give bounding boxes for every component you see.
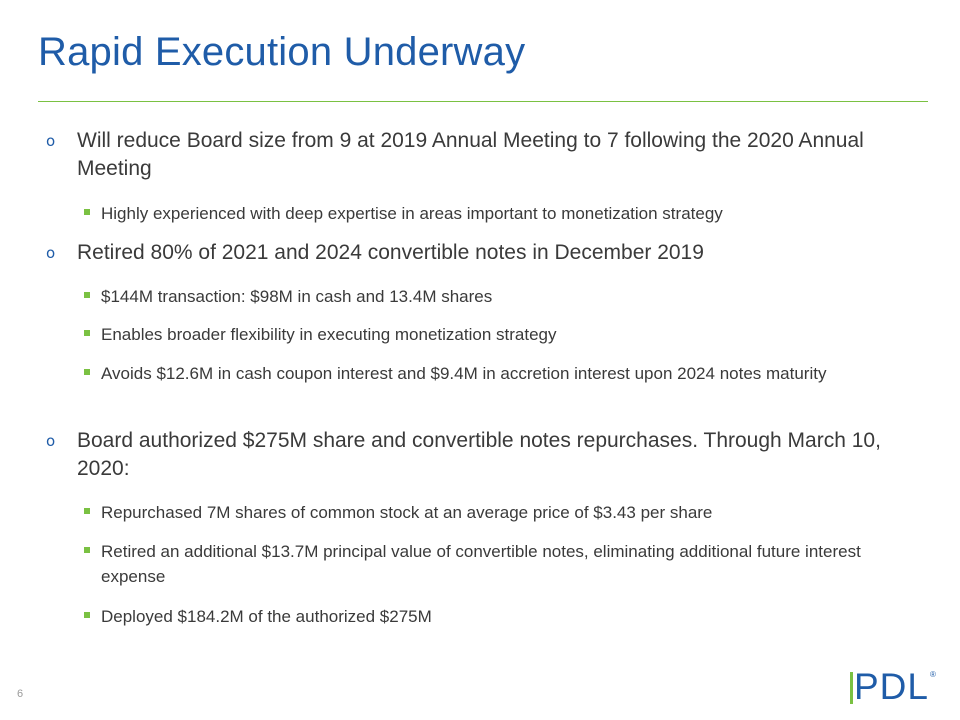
sub-bullet-text: Enables broader flexibility in executing… [101, 325, 557, 344]
registered-mark-icon: ® [930, 670, 936, 679]
sub-bullet-item: Highly experienced with deep expertise i… [84, 201, 904, 226]
sub-bullet-item: Retired an additional $13.7M principal v… [84, 539, 904, 589]
square-bullet-icon [84, 508, 90, 514]
hollow-circle-bullet-icon: o [46, 432, 56, 450]
square-bullet-icon [84, 369, 90, 375]
sub-bullet-item: Deployed $184.2M of the authorized $275M [84, 604, 904, 629]
title-divider [38, 101, 928, 102]
sub-bullet-text: Retired an additional $13.7M principal v… [101, 542, 861, 586]
page-number: 6 [17, 688, 24, 700]
sub-bullet-text: Avoids $12.6M in cash coupon interest an… [101, 364, 827, 383]
sub-bullet-text: Deployed $184.2M of the authorized $275M [101, 607, 432, 626]
bullet-item: o Board authorized $275M share and conve… [46, 427, 916, 483]
sub-bullet-text: Repurchased 7M shares of common stock at… [101, 503, 713, 522]
square-bullet-icon [84, 292, 90, 298]
sub-bullet-item: Enables broader flexibility in executing… [84, 322, 904, 347]
slide-title: Rapid Execution Underway [38, 30, 526, 74]
logo-wordmark: PDL [854, 666, 929, 707]
square-bullet-icon [84, 330, 90, 336]
sub-bullet-item: Avoids $12.6M in cash coupon interest an… [84, 361, 904, 386]
bullet-item: o Will reduce Board size from 9 at 2019 … [46, 127, 916, 183]
bullet-text: Will reduce Board size from 9 at 2019 An… [77, 129, 864, 180]
sub-bullet-text: Highly experienced with deep expertise i… [101, 204, 723, 223]
logo-accent-bar [850, 672, 853, 704]
bullet-item: o Retired 80% of 2021 and 2024 convertib… [46, 239, 916, 267]
bullet-text: Board authorized $275M share and convert… [77, 429, 881, 480]
square-bullet-icon [84, 612, 90, 618]
sub-bullet-text: $144M transaction: $98M in cash and 13.4… [101, 287, 493, 306]
square-bullet-icon [84, 209, 90, 215]
bullet-text: Retired 80% of 2021 and 2024 convertible… [77, 241, 704, 264]
square-bullet-icon [84, 547, 90, 553]
sub-bullet-item: $144M transaction: $98M in cash and 13.4… [84, 284, 904, 309]
pdl-logo: PDL ® [850, 666, 940, 708]
hollow-circle-bullet-icon: o [46, 132, 56, 150]
hollow-circle-bullet-icon: o [46, 244, 56, 262]
sub-bullet-item: Repurchased 7M shares of common stock at… [84, 500, 904, 525]
